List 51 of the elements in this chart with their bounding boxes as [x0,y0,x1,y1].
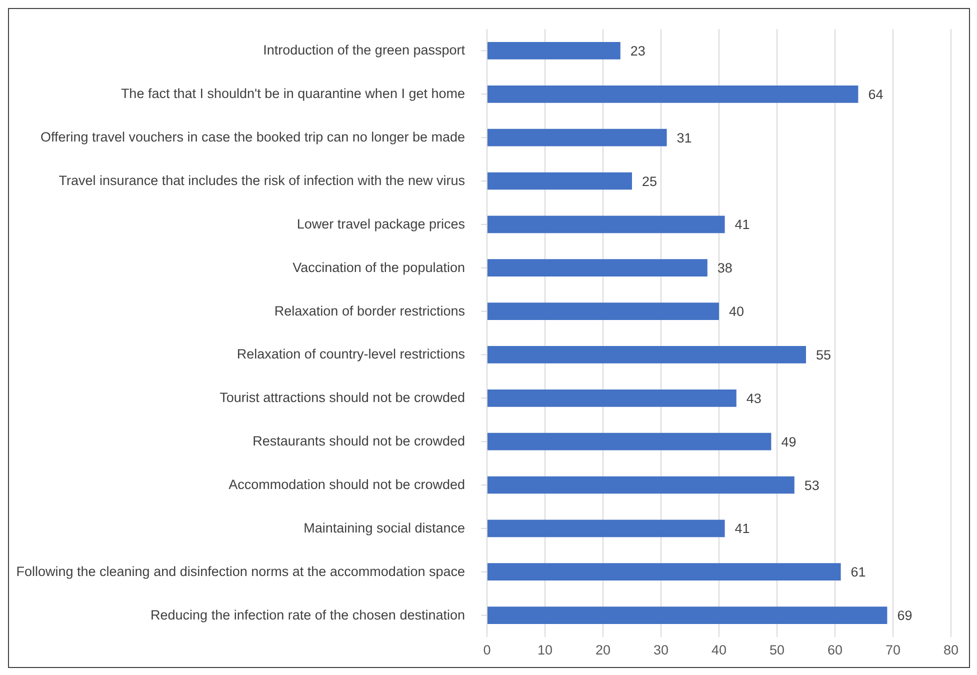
bar [487,302,719,320]
y-tick-label: Relaxation of country-level restrictions [236,346,466,362]
data-label: 69 [897,608,912,624]
x-tick-label: 40 [711,642,727,658]
bar [487,476,794,494]
bar [487,216,725,234]
y-tick-label: The fact that I shouldn't be in quarantine when I get home [120,86,465,101]
bar [487,563,841,581]
y-tick-label: Relaxation of border restrictions [274,302,466,318]
y-tick-label: Reducing the infection rate of the chosen destination [150,606,465,622]
x-tick-label: 50 [769,642,785,658]
bar [487,389,736,407]
y-tick-label: Tourist attractions should not be crowded [220,390,465,405]
x-tick-label: 0 [483,642,491,658]
x-tick-label: 80 [943,642,959,658]
x-tick-label: 10 [537,642,553,658]
y-tick-label: Maintaining social distance [304,520,465,535]
y-tick-label: Restaurants should not be crowded [252,433,465,448]
x-tick-label: 70 [885,642,901,658]
data-label: 41 [734,217,750,232]
bar [487,432,772,450]
y-tick-label: Vaccination of the population [292,259,465,274]
data-label: 43 [746,390,762,406]
y-tick-label: Offering travel vouchers in case the booked trip can no longer be made [40,129,465,144]
y-tick-label: Accommodation should not be crowded [228,476,465,492]
data-label: 41 [734,521,750,536]
data-label: 40 [729,304,744,320]
bar [487,128,667,146]
data-label: 25 [642,174,658,189]
bar [487,85,858,103]
x-tick-label: 20 [595,642,611,658]
y-tick-label: Travel insurance that includes the risk of infection with the new virus [58,172,466,188]
bar [487,172,632,190]
data-label: 49 [781,434,796,450]
y-tick-label: Lower travel package prices [296,216,466,231]
bar [487,42,620,60]
data-label: 61 [850,564,866,580]
data-label: 53 [804,478,820,493]
y-tick-label: Introduction of the green passport [263,42,466,58]
data-label: 64 [868,86,884,102]
bar [487,606,888,624]
data-label: 38 [717,260,732,276]
y-tick-label: Following the cleaning and disinfection norms at the accommodation space [16,563,465,578]
x-tick-label: 30 [653,642,669,658]
bar [487,346,806,364]
data-label: 55 [816,348,832,363]
bar [487,259,708,277]
x-tick-label: 60 [827,642,843,658]
bar [487,520,725,538]
data-label: 31 [676,130,692,146]
data-label: 23 [630,44,646,59]
